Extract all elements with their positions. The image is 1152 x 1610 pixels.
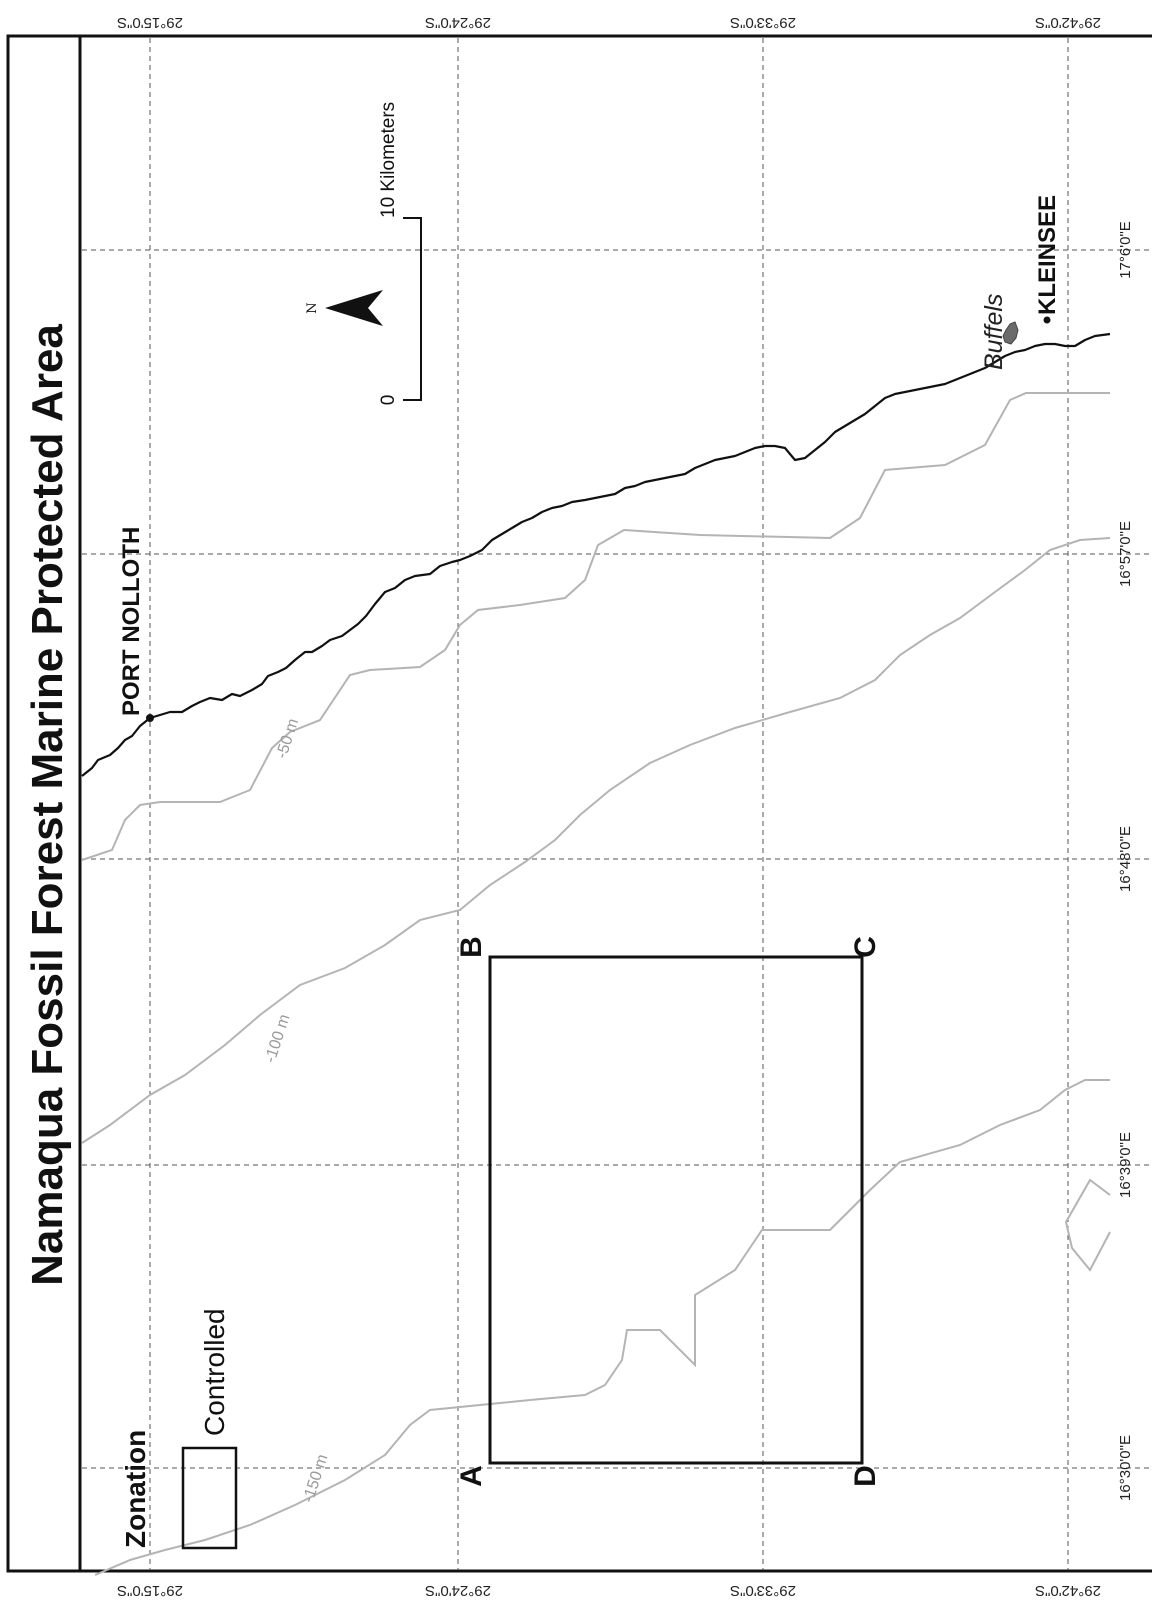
coastline xyxy=(81,332,1111,777)
contour-label-150m: -150 m xyxy=(300,1452,332,1505)
lat-label-top-2: 29°24'0"S xyxy=(425,14,491,31)
contour-label-50m: -50 m xyxy=(273,717,302,761)
lon-label-2: 16°39'0"E xyxy=(1117,1132,1134,1198)
lat-label-top-3: 29°33'0"S xyxy=(730,14,796,31)
scale-end-label: 10 Kilometers xyxy=(378,102,399,218)
contour-150m xyxy=(94,1079,1110,1576)
legend-controlled-swatch xyxy=(181,1446,238,1550)
legend-title: Zonation xyxy=(120,1430,151,1548)
lon-label-4: 16°57'0"E xyxy=(1117,521,1134,587)
corner-label-c: C xyxy=(849,936,882,958)
north-arrow-icon xyxy=(325,290,383,326)
controlled-zone[interactable] xyxy=(488,955,864,1465)
river-buffels xyxy=(1002,321,1019,345)
corner-label-b: B xyxy=(455,936,488,958)
map-title: Namaqua Fossil Forest Marine Protected A… xyxy=(23,324,72,1286)
lat-label-bottom-1: 29°15'0"S xyxy=(117,1582,183,1599)
lat-label-top-4: 29°42'0"S xyxy=(1035,14,1101,31)
scale-bar: 0 10 Kilometers xyxy=(378,102,422,405)
north-label: N xyxy=(305,302,320,313)
scale-start-label: 0 xyxy=(378,395,399,406)
lon-label-1: 16°30'0"E xyxy=(1117,1435,1134,1501)
kleinsee-marker[interactable] xyxy=(1043,316,1051,324)
north-arrow: N xyxy=(305,290,383,326)
lat-label-top-1: 29°15'0"S xyxy=(117,14,183,31)
corner-label-a: A xyxy=(455,1465,488,1487)
corner-label-d: D xyxy=(849,1465,882,1487)
lat-label-bottom-4: 29°42'0"S xyxy=(1035,1582,1101,1599)
contour-100m xyxy=(81,537,1111,1144)
lon-label-3: 16°48'0"E xyxy=(1117,826,1134,892)
legend-controlled-label: Controlled xyxy=(199,1308,230,1436)
map-frame xyxy=(6,34,1152,1573)
port-nolloth-marker[interactable] xyxy=(146,714,154,722)
port-nolloth-label: PORT NOLLOTH xyxy=(118,527,145,716)
lon-label-5: 17°6'0"E xyxy=(1117,221,1134,279)
contour-150m-south xyxy=(1064,1178,1111,1272)
lat-label-bottom-2: 29°24'0"S xyxy=(425,1582,491,1599)
graticule xyxy=(82,38,1152,1570)
lat-label-bottom-3: 29°33'0"S xyxy=(730,1582,796,1599)
contours xyxy=(81,392,1111,1576)
river-label: Buffels xyxy=(980,294,1008,370)
kleinsee-label: KLEINSEE xyxy=(1034,195,1061,315)
contour-label-100m: -100 m xyxy=(262,1012,294,1065)
legend: Zonation Controlled xyxy=(120,1308,238,1550)
contour-50m xyxy=(81,392,1110,861)
